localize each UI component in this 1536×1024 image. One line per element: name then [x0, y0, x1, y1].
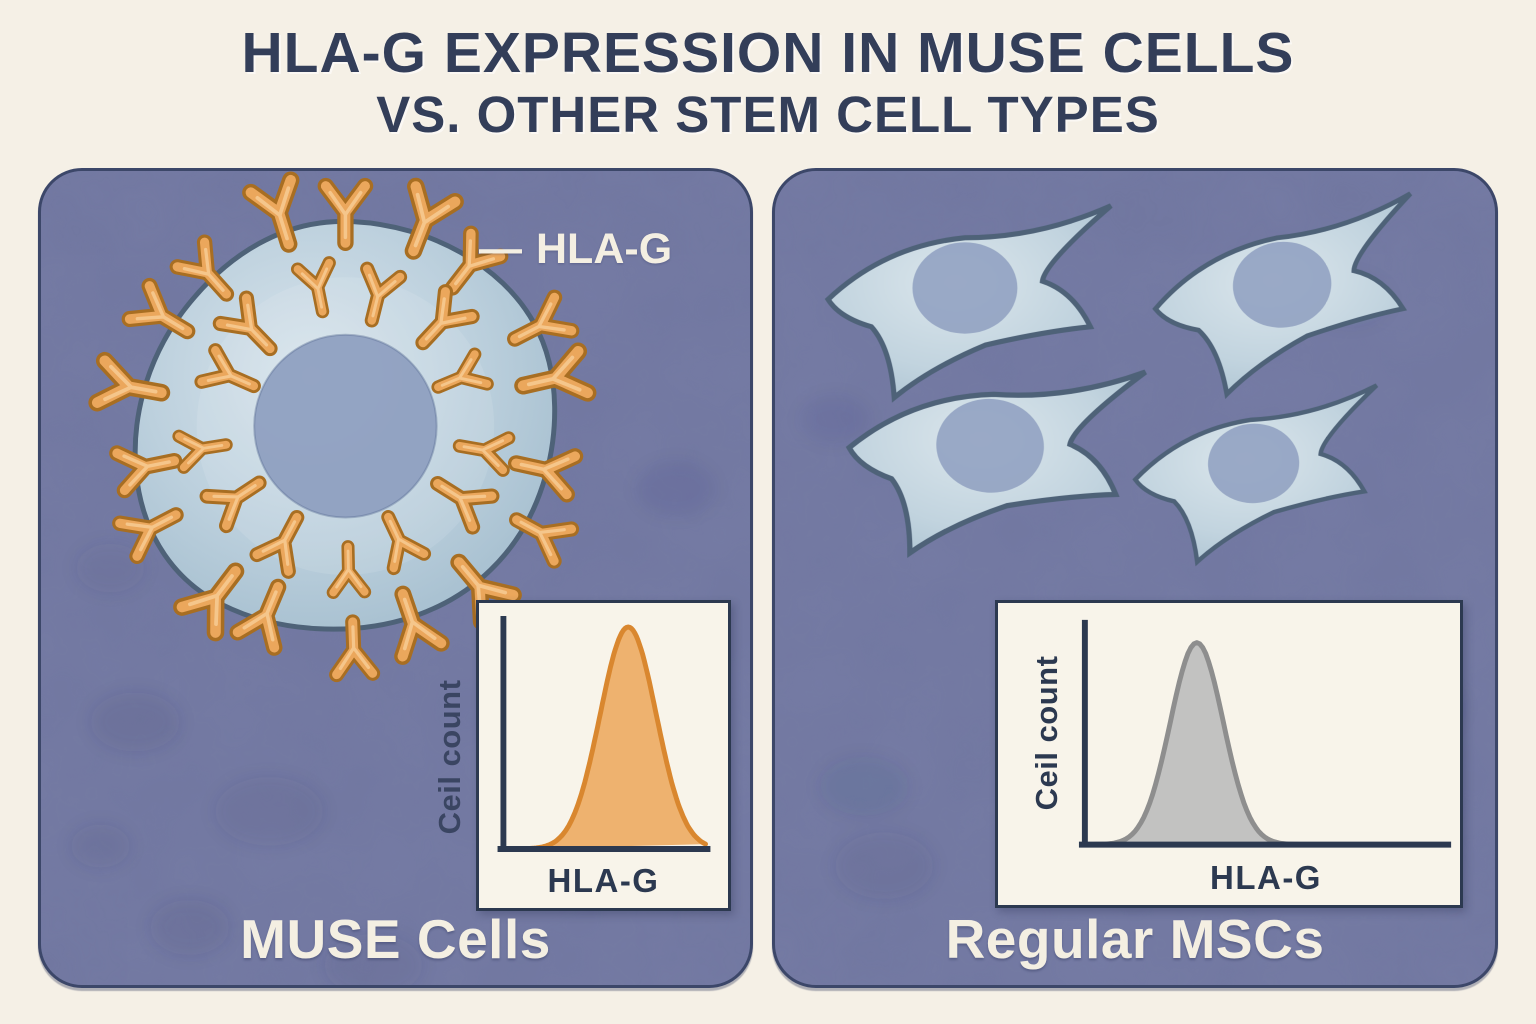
title-line-2: VS. OTHER STEM CELL TYPES [376, 85, 1160, 143]
callout-label: HLA-G [536, 225, 673, 273]
msc-histogram-ylabel: Ceil count [1029, 655, 1064, 811]
muse-histogram-axes [497, 616, 711, 852]
panel-muse-cells: — HLA-G Ceil count HLA-G MUSE Cells [38, 168, 753, 988]
background-spots [70, 460, 716, 985]
msc-histogram-curve [1088, 640, 1447, 848]
msc-histogram: Ceil count HLA-G [995, 600, 1463, 908]
muse-histogram-ylabel: Ceil count [432, 679, 467, 835]
title-line-1: HLA-G EXPRESSION IN MUSE CELLS [241, 21, 1295, 85]
panel-regular-mscs: Ceil count HLA-G Regular MSCs [772, 168, 1498, 988]
muse-histogram-xlabel: HLA-G [547, 862, 660, 899]
callout-leader-dash: — [479, 225, 522, 273]
muse-histogram: HLA-G [476, 600, 731, 911]
muse-cell-illustration [41, 171, 750, 985]
msc-histogram-plot [1078, 619, 1452, 848]
hla-g-callout: — HLA-G [479, 225, 672, 274]
msc-histogram-axes [1078, 619, 1452, 848]
page-title: HLA-G EXPRESSION IN MUSE CELLS VS. OTHER… [0, 21, 1536, 143]
cell-nucleus [253, 333, 438, 519]
msc-histogram-xlabel: HLA-G [1210, 859, 1322, 896]
muse-histogram-plot [497, 616, 711, 852]
muse-histogram-curve [509, 624, 708, 852]
panel-caption-muse-cells: MUSE Cells [240, 908, 551, 970]
panel-caption-regular-mscs: Regular MSCs [945, 908, 1325, 970]
